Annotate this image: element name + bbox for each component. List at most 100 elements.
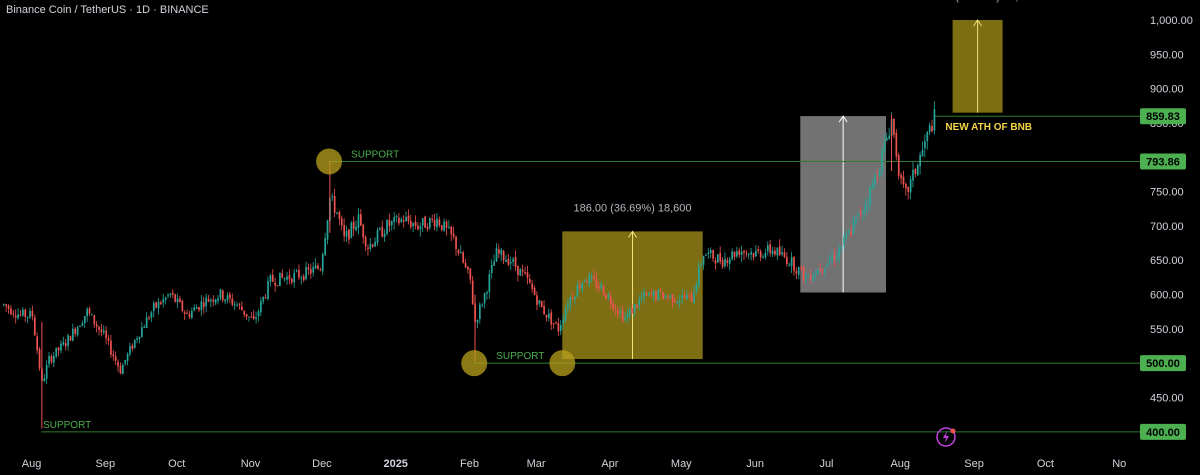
candle [393, 216, 396, 223]
candle [581, 282, 584, 290]
candle [719, 252, 722, 262]
candle [600, 284, 603, 288]
candle [350, 222, 353, 238]
candle [705, 255, 707, 257]
x-tick-label: Jul [819, 458, 833, 470]
candle [174, 294, 177, 302]
candle [22, 309, 24, 316]
candle [545, 314, 548, 318]
lightning-icon[interactable] [936, 427, 956, 447]
candle [771, 250, 774, 255]
candle [831, 256, 833, 260]
candle [755, 250, 757, 256]
candle [398, 217, 400, 224]
x-tick-label: Sep [964, 458, 984, 470]
candle [117, 361, 119, 367]
candle [93, 315, 96, 325]
candle [400, 219, 403, 222]
candle [321, 254, 324, 272]
candle [655, 291, 657, 300]
candle [624, 318, 626, 321]
candle [643, 292, 645, 297]
candle [207, 298, 210, 302]
candle [326, 220, 329, 240]
candle [721, 260, 724, 267]
candle [859, 211, 862, 215]
candle [191, 310, 193, 318]
candle [245, 314, 248, 317]
candle [81, 323, 84, 326]
support-circle[interactable] [461, 350, 488, 377]
candle [69, 336, 72, 341]
candle [455, 236, 457, 250]
candle [509, 261, 512, 264]
candle [64, 343, 67, 347]
candle [528, 279, 531, 283]
candle [405, 216, 407, 221]
candle [750, 252, 753, 255]
candle [262, 296, 265, 302]
candle [714, 260, 717, 264]
candle [626, 314, 629, 319]
candle [664, 295, 667, 298]
candle [188, 313, 191, 318]
x-tick-label: No [1112, 458, 1126, 470]
candle [122, 364, 124, 375]
candle [479, 304, 481, 319]
candle [45, 365, 48, 379]
candle [257, 311, 260, 317]
candle [110, 340, 112, 355]
candle [757, 249, 760, 252]
candle [766, 245, 769, 252]
candle [883, 142, 886, 152]
candle [562, 319, 564, 325]
candle [805, 276, 807, 279]
candle [481, 304, 484, 306]
candle [652, 291, 655, 297]
candle [540, 301, 543, 308]
candle [417, 225, 419, 230]
candle [319, 269, 322, 271]
candle [645, 293, 648, 296]
candle [657, 289, 660, 300]
candle [331, 196, 334, 198]
lightning-bolt-icon [943, 431, 949, 443]
candle [171, 292, 174, 295]
candle [852, 221, 855, 234]
candle [150, 312, 153, 318]
candle [267, 280, 269, 299]
candle [786, 256, 788, 265]
support-circle[interactable] [549, 350, 576, 377]
candle [193, 307, 196, 311]
candle [290, 278, 293, 283]
candle [314, 265, 317, 269]
candle [7, 305, 10, 309]
candle [198, 307, 200, 310]
candle [424, 216, 426, 228]
candle [402, 220, 405, 222]
candle [288, 275, 291, 280]
candle [457, 250, 460, 254]
candle [129, 346, 131, 355]
y-tick-label: 450.00 [1150, 393, 1184, 405]
candle [614, 308, 617, 310]
candle [647, 292, 650, 295]
candle [790, 257, 793, 266]
candle [305, 266, 307, 280]
notification-dot-icon [950, 428, 956, 434]
candle [800, 266, 802, 268]
candle [914, 168, 917, 174]
candle [533, 287, 536, 295]
y-tick-label: 600.00 [1150, 290, 1184, 302]
candle [229, 294, 231, 299]
candle [421, 218, 424, 226]
support-circle[interactable] [316, 148, 343, 175]
candle [814, 273, 817, 276]
candle [609, 296, 612, 304]
candle [628, 309, 631, 316]
candle [164, 297, 167, 300]
candle [426, 226, 429, 230]
x-tick-label: May [671, 458, 692, 470]
candle [409, 221, 412, 227]
